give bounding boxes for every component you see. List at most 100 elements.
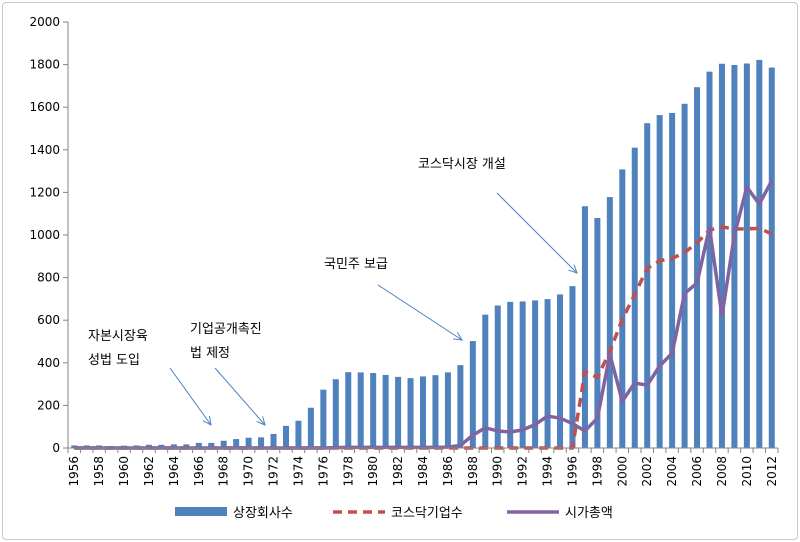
bar bbox=[544, 299, 551, 448]
bar bbox=[681, 103, 688, 449]
bar bbox=[407, 378, 414, 448]
x-tick-label: 2006 bbox=[690, 456, 704, 487]
bar bbox=[594, 217, 601, 448]
x-tick-label: 1990 bbox=[491, 456, 505, 487]
x-tick-label: 2010 bbox=[740, 456, 754, 487]
x-tick-label: 1972 bbox=[267, 456, 281, 487]
bar bbox=[606, 197, 613, 448]
bar bbox=[731, 65, 738, 448]
bar bbox=[220, 440, 227, 448]
bar bbox=[345, 372, 352, 448]
arrowhead-icon bbox=[202, 416, 212, 426]
bar bbox=[532, 300, 539, 448]
annotation-arrow bbox=[377, 284, 463, 341]
arrowhead-icon bbox=[453, 332, 463, 341]
x-tick-label: 1968 bbox=[217, 456, 231, 487]
bar bbox=[569, 286, 576, 448]
annotation-arrow bbox=[214, 367, 266, 426]
x-tick-label: 2012 bbox=[765, 456, 779, 487]
bar bbox=[494, 305, 501, 448]
bar bbox=[295, 420, 302, 448]
y-tick-label: 800 bbox=[37, 271, 60, 285]
bar bbox=[432, 375, 439, 448]
bar bbox=[245, 437, 252, 448]
x-tick-label: 1996 bbox=[565, 456, 579, 487]
y-tick-label: 0 bbox=[52, 441, 60, 455]
annotation-text: 자본시장육 bbox=[88, 329, 148, 344]
bar bbox=[170, 444, 177, 448]
x-tick-label: 2002 bbox=[640, 456, 654, 487]
bar bbox=[444, 372, 451, 448]
y-tick-label: 1600 bbox=[29, 100, 60, 114]
legend-swatch-bar bbox=[175, 507, 227, 516]
annotation-text: 기업공개촉진 bbox=[190, 322, 262, 337]
y-tick-label: 400 bbox=[37, 356, 60, 370]
y-tick-label: 600 bbox=[37, 313, 60, 327]
y-tick-label: 1000 bbox=[29, 228, 60, 242]
x-tick-label: 1994 bbox=[541, 456, 555, 487]
bar bbox=[669, 112, 676, 449]
bar bbox=[183, 444, 190, 448]
x-tick-label: 1956 bbox=[67, 456, 81, 487]
annotation-text: 국민주 보급 bbox=[324, 257, 388, 272]
bar bbox=[233, 439, 240, 448]
x-tick-label: 1962 bbox=[142, 456, 156, 487]
bar bbox=[382, 374, 389, 448]
annotation-arrow bbox=[169, 367, 212, 426]
x-tick-label: 1978 bbox=[341, 456, 355, 487]
x-tick-label: 1988 bbox=[466, 456, 480, 487]
bar bbox=[208, 442, 215, 448]
annotation-text: 코스닥시장 개설 bbox=[418, 157, 506, 172]
x-tick-label: 1958 bbox=[92, 456, 106, 487]
bar bbox=[469, 341, 476, 448]
y-tick-label: 2000 bbox=[29, 15, 60, 29]
x-tick-label: 1986 bbox=[441, 456, 455, 487]
x-tick-label: 1982 bbox=[391, 456, 405, 487]
bar bbox=[258, 437, 265, 448]
bar bbox=[195, 442, 202, 448]
bar bbox=[768, 67, 775, 448]
bar bbox=[270, 433, 277, 448]
bar bbox=[644, 123, 651, 449]
x-tick-label: 1976 bbox=[316, 456, 330, 487]
bar bbox=[718, 63, 725, 449]
legend-label: 시가총액 bbox=[565, 506, 613, 521]
x-tick-label: 2004 bbox=[665, 456, 679, 487]
bar bbox=[519, 301, 526, 448]
x-tick-label: 1984 bbox=[416, 456, 430, 487]
bar bbox=[282, 425, 289, 448]
x-tick-label: 2000 bbox=[615, 456, 629, 487]
y-tick-label: 200 bbox=[37, 398, 60, 412]
bar bbox=[395, 376, 402, 448]
bar bbox=[357, 372, 364, 448]
bar bbox=[619, 169, 626, 448]
x-tick-label: 1992 bbox=[516, 456, 530, 487]
bar bbox=[482, 314, 489, 448]
bar bbox=[557, 294, 564, 448]
x-tick-label: 1964 bbox=[167, 456, 181, 487]
bar bbox=[694, 87, 701, 448]
bar bbox=[370, 373, 377, 448]
y-tick-label: 1200 bbox=[29, 185, 60, 199]
x-tick-label: 1966 bbox=[192, 456, 206, 487]
x-tick-label: 1970 bbox=[242, 456, 256, 487]
bar bbox=[656, 115, 663, 449]
bar bbox=[581, 206, 588, 448]
annotation-text: 법 제정 bbox=[190, 346, 230, 361]
arrowhead-icon bbox=[256, 416, 266, 426]
legend-label: 코스닥기업수 bbox=[391, 506, 463, 521]
bar bbox=[507, 301, 514, 448]
bar bbox=[457, 365, 464, 448]
bar bbox=[706, 71, 713, 448]
x-tick-label: 1980 bbox=[366, 456, 380, 487]
arrowhead-icon bbox=[568, 264, 578, 274]
annotation-arrow bbox=[496, 192, 578, 274]
legend-label: 상장회사수 bbox=[233, 506, 293, 521]
bar bbox=[320, 389, 327, 448]
x-tick-label: 1960 bbox=[117, 456, 131, 487]
bar bbox=[332, 379, 339, 448]
x-tick-label: 1974 bbox=[291, 456, 305, 487]
bar bbox=[307, 407, 314, 448]
